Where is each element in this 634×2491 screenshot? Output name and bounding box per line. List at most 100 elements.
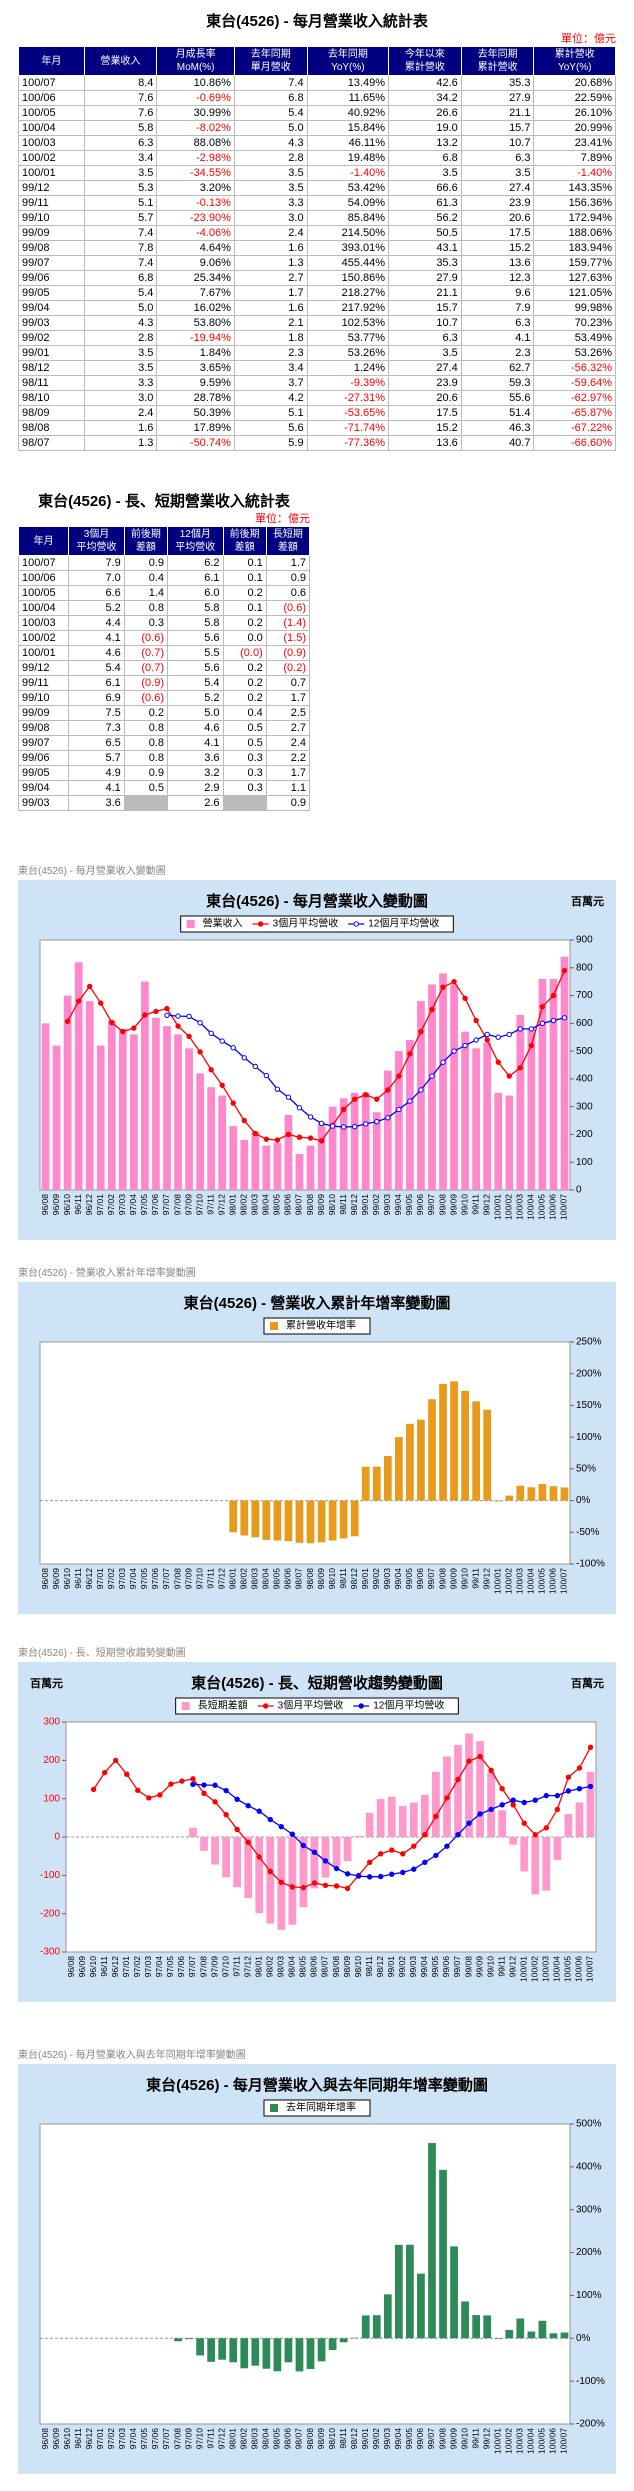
x-tick-label: 97/01 [95,1194,105,1216]
data-cell: 3.20% [156,180,235,196]
data-cell: 8.4 [83,75,158,91]
line-marker [124,1771,130,1777]
x-tick-label: 99/04 [393,2428,403,2450]
table-title: 東台(4526) - 長、短期營業收入統計表 [38,493,290,510]
header-text: 平均營收 [76,542,117,553]
x-tick-label: 98/01 [227,2428,237,2450]
data-cell: 5.2 [166,690,224,706]
x-tick-label: 98/06 [283,1568,293,1590]
data-cell: -65.87% [533,405,616,421]
header-cell: 去年同期 累計營收 [460,46,535,76]
line-marker [256,1854,262,1860]
line-marker [75,998,82,1004]
table-head: 年月 營業收入 月成長率 MoM(%) 去年同期 單月營收 去年同期 YoY(%) 今年以來 累計… [18,46,616,76]
x-tick-label: 100/06 [548,1194,558,1220]
bar [472,1048,481,1190]
x-tick-label: 100/04 [552,1956,562,1982]
data-cell: 6.3 [460,315,535,331]
x-tick-label: 96/10 [62,2428,72,2450]
data-row: 100/01 4.6 (0.7) 5.5 (0.0) (0.9) [17,645,311,661]
header-text: 去年同期 [327,49,368,60]
x-tick-label: 99/06 [441,1956,451,1978]
data-cell: 4.9 [68,765,125,781]
x-tick-label: 99/03 [382,1194,392,1216]
x-tick-label: 99/11 [470,2428,480,2449]
line-marker [197,1049,203,1055]
header-text: 長短期 [272,529,303,540]
line-marker [528,1026,535,1032]
data-cell: 0.9 [265,795,311,811]
bar [332,1837,341,1867]
data-cell: 7.89% [533,150,616,166]
bar [409,1802,418,1837]
data-cell: 0.1 [222,570,267,586]
x-tick-label: 99/11 [470,1194,480,1215]
data-cell: 5.4 [68,660,125,676]
data-row: 99/12 5.4 (0.7) 5.6 0.2 (0.2) [17,660,311,676]
data-cell: -62.97% [533,390,616,406]
x-tick-label: 97/10 [194,2428,204,2450]
data-cell: 3.3 [83,375,158,391]
legend: 長短期差額 3個月平均營收 12個月平均營收 [181,1699,444,1712]
line-marker [340,1124,347,1130]
bar [152,1017,160,1190]
data-cell: 12.3 [460,270,535,286]
data-cell: 13.6 [388,435,462,451]
x-tick-label: 96/09 [51,1568,61,1590]
bar [174,2338,182,2342]
bar [387,1796,396,1837]
header-text: 前後期 [229,529,260,540]
data-cell: 20.68% [533,75,616,91]
data-cell: 99/02 [18,330,85,346]
bar [372,1112,381,1190]
data-cell: 99/04 [18,300,85,316]
bar [185,1048,193,1190]
bar [229,1126,238,1190]
x-tick-label: 100/07 [559,2428,569,2454]
data-cell: 13.49% [306,75,390,91]
bar [494,1500,503,1502]
x-tick-label: 98/09 [316,2428,326,2450]
line-marker [444,1843,450,1849]
x-tick-label: 98/11 [338,1568,348,1589]
x-tick-label: 98/07 [294,1194,304,1216]
data-cell: 20.6 [460,210,535,226]
line-marker [109,1019,115,1026]
data-cell: -8.02% [156,120,235,136]
data-row: 99/03 3.6 2.6 0.9 [17,795,311,811]
bar [461,1031,469,1190]
data-cell: 5.4 [166,675,224,691]
chart: 東台(4526) - 營業收入累計年增率變動圖 -100% -50% 0% 50% 100… [18,1282,616,1614]
x-tick-label: 97/01 [121,1956,131,1978]
y-tick-label: -50% [576,1527,599,1538]
data-cell: 7.9 [460,300,535,316]
x-tick-label: 97/03 [117,2428,127,2450]
line-marker [363,1121,369,1127]
data-cell: 0.4 [222,705,267,721]
line-marker [223,1787,229,1794]
data-cell: 5.8 [166,615,224,631]
data-cell: 159.77% [533,255,616,271]
line-marker [539,1020,546,1027]
data-row: 99/05 4.9 0.9 3.2 0.3 1.7 [17,765,311,781]
data-cell: 27.9 [388,270,462,286]
x-tick-label: 99/11 [470,1568,480,1589]
chart-title: 東台(4526) - 每月營業收入與去年同期年增率變動圖 [146,2076,488,2094]
x-tick-label: 97/03 [117,1194,127,1216]
x-tick-label: 98/03 [250,1194,260,1216]
data-cell: 2.9 [166,780,224,796]
line-marker [186,1033,192,1040]
data-cell: -9.39% [306,375,390,391]
data-cell: 3.0 [83,390,158,406]
line-marker [285,1094,292,1100]
legend-swatch [257,921,264,927]
bar [328,2338,337,2350]
x-tick-label: 99/01 [386,1956,396,1978]
line-marker [223,1811,229,1818]
legend-box [263,1317,371,1335]
data-row: 98/09 2.4 50.39% 5.1 -53.65% 17.5 51.4 -65.87% [18,405,616,421]
x-tick-label: 99/02 [371,1194,381,1216]
x-tick-label: 99/03 [382,1568,392,1590]
data-cell: 100/06 [17,570,70,586]
data-cell: 27.4 [460,180,535,196]
